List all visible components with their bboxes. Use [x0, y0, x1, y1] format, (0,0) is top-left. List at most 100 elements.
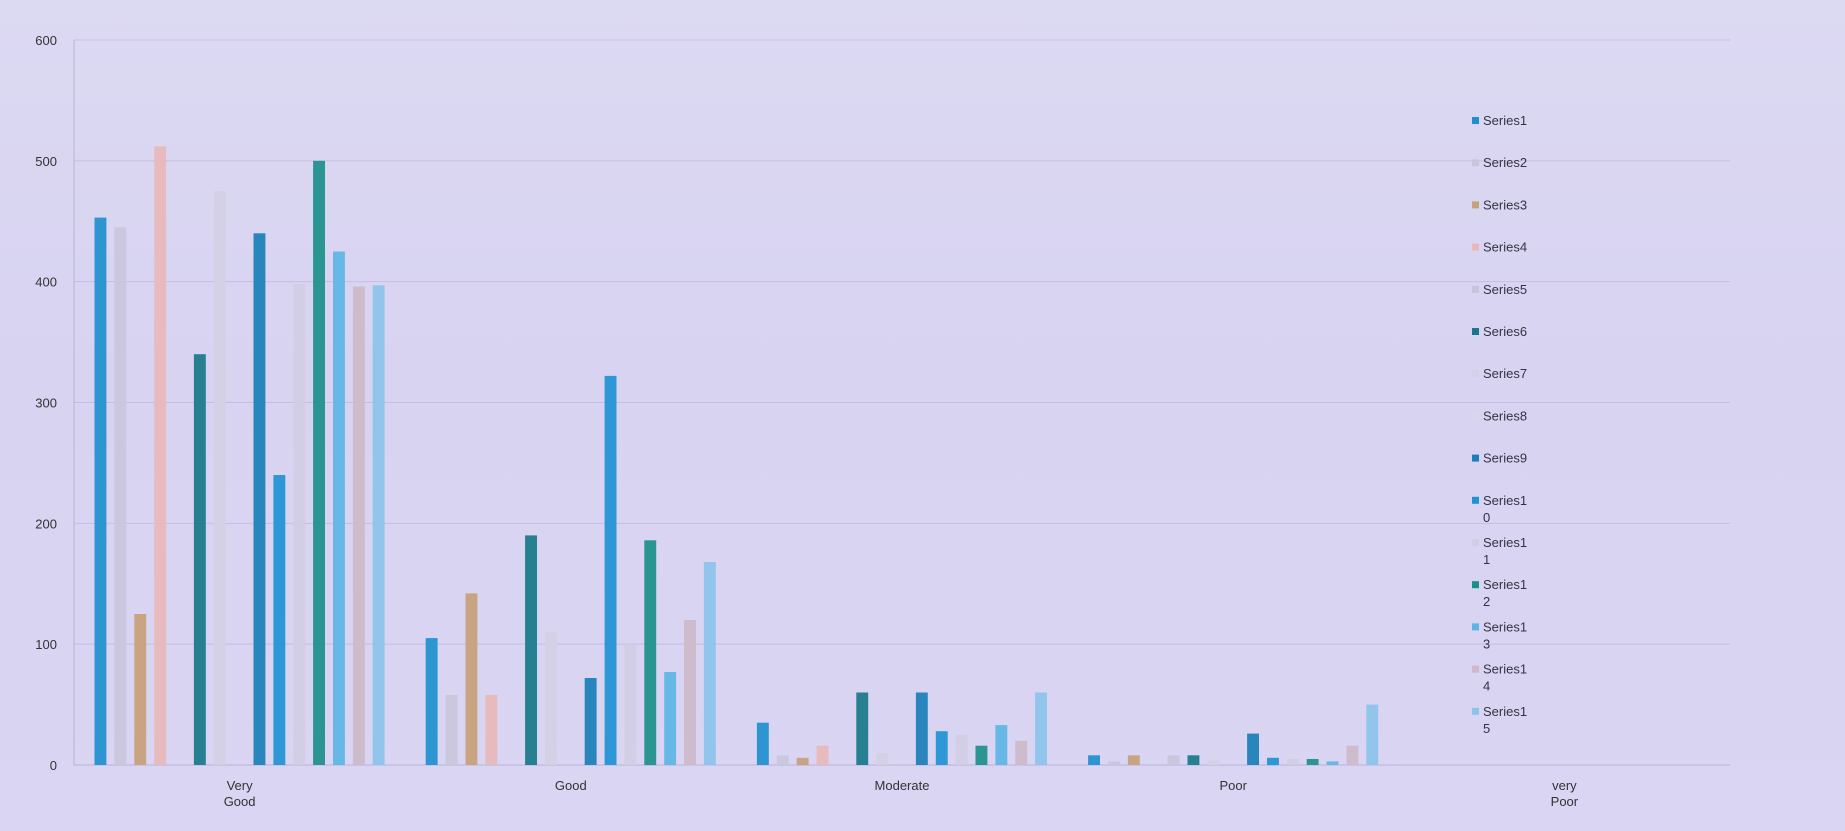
legend-label: Series1 1 [1483, 535, 1527, 567]
legend-item: Series1 [1472, 113, 1527, 128]
bar-series1-cat2 [756, 722, 769, 765]
bar-series2-cat3 [1108, 761, 1120, 765]
legend-label-line: Series1 [1483, 113, 1527, 128]
legend: Series1 Series2 Series3 Series4 Series5 Serie… [1472, 113, 1527, 736]
bar-series14-cat0 [352, 286, 365, 765]
legend-label-line: Series1 [1483, 535, 1527, 550]
bar-series12-cat3 [1306, 759, 1319, 765]
legend-swatch [1472, 665, 1479, 673]
bar-series13-cat1 [664, 672, 677, 765]
bar-series9-cat2 [915, 692, 928, 765]
legend-swatch [1472, 539, 1479, 546]
category-label-line: Good [224, 794, 256, 809]
category-label: very Poor [1551, 778, 1579, 809]
category-label-line: Poor [1551, 794, 1579, 809]
bar-series6-cat1 [525, 535, 537, 765]
legend-label-line: Series3 [1483, 197, 1527, 212]
legend-swatch [1472, 243, 1479, 251]
bar-series10-cat2 [935, 731, 948, 765]
legend-label: Series2 [1483, 155, 1527, 170]
category-label: Poor [1219, 778, 1247, 793]
category-label-line: very [1552, 778, 1577, 793]
bar-series7-cat0 [213, 191, 226, 765]
legend-item: Series8 [1472, 408, 1527, 423]
legend-label: Series6 [1483, 324, 1527, 339]
bar-series10-cat0 [273, 475, 286, 765]
bar-series12-cat0 [313, 160, 325, 766]
bar-series4-cat2 [816, 745, 829, 765]
legend-swatch [1472, 707, 1479, 715]
legend-label-line: Series1 [1483, 662, 1527, 677]
bar-series13-cat2 [995, 725, 1008, 765]
legend-item: Series7 [1472, 366, 1527, 381]
legend-label-line: 0 [1483, 510, 1490, 525]
legend-item: Series2 [1472, 155, 1527, 170]
bar-series9-cat1 [584, 678, 597, 765]
legend-swatch [1472, 201, 1479, 209]
bar-series7-cat1 [545, 632, 557, 765]
legend-label: Series1 4 [1483, 662, 1527, 694]
legend-item: Series3 [1472, 197, 1527, 212]
bar-series14-cat1 [684, 620, 696, 765]
legend-label: Series1 2 [1483, 577, 1527, 609]
legend-label-line: 3 [1483, 636, 1490, 651]
y-tick-label: 200 [35, 516, 57, 531]
legend-item: Series1 2 [1472, 577, 1527, 609]
category-label: Very Good [224, 778, 256, 809]
gridlines [74, 39, 1730, 645]
legend-swatch [1472, 285, 1479, 293]
bar-series15-cat1 [703, 562, 716, 765]
legend-label-line: Series6 [1483, 324, 1527, 339]
bar-series2-cat1 [445, 694, 458, 765]
legend-label: Series7 [1483, 366, 1527, 381]
legend-swatch [1472, 496, 1479, 504]
legend-item: Series1 1 [1472, 535, 1527, 567]
category-label: Moderate [875, 778, 930, 793]
bar-series5-cat3 [1167, 755, 1180, 765]
bar-series12-cat1 [644, 540, 657, 766]
legend-label: Series1 5 [1483, 704, 1527, 736]
y-tick-label: 600 [35, 33, 57, 48]
legend-label-line: Series1 [1483, 493, 1527, 508]
category-label-line: Very [227, 778, 254, 793]
bar-series13-cat0 [333, 251, 345, 765]
legend-item: Series1 5 [1472, 704, 1527, 736]
legend-label-line: Series1 [1483, 704, 1527, 719]
y-tick-label: 500 [35, 154, 57, 169]
category-label-line: Good [555, 778, 587, 793]
legend-swatch [1472, 412, 1479, 420]
bar-series9-cat3 [1247, 733, 1259, 765]
bar-series4-cat1 [485, 694, 498, 765]
bar-series1-cat1 [425, 638, 438, 765]
legend-swatch [1472, 623, 1479, 631]
bar-series6-cat0 [193, 354, 206, 765]
bar-series6-cat2 [856, 692, 869, 765]
legend-item: Series5 [1472, 282, 1527, 297]
bar-series1-cat3 [1088, 755, 1100, 765]
y-axis-ticks: 0 100 200 300 400 500 600 [35, 33, 57, 773]
bar-series6-cat3 [1187, 755, 1200, 765]
legend-label: Series5 [1483, 282, 1527, 297]
bar-series15-cat0 [372, 285, 385, 765]
legend-item: Series6 [1472, 324, 1527, 339]
y-tick-label: 100 [35, 637, 57, 652]
bar-series15-cat2 [1035, 692, 1047, 765]
legend-label-line: 5 [1483, 721, 1490, 736]
legend-label-line: 4 [1483, 679, 1490, 694]
legend-label-line: Series1 [1483, 577, 1527, 592]
legend-label-line: Series2 [1483, 155, 1527, 170]
legend-item: Series1 3 [1472, 619, 1527, 651]
bar-series11-cat2 [955, 734, 968, 765]
bars-group [94, 146, 1379, 766]
bar-series3-cat3 [1127, 755, 1140, 765]
bar-series3-cat0 [134, 614, 147, 765]
category-label: Good [555, 778, 587, 793]
bar-series11-cat1 [624, 644, 637, 765]
legend-swatch [1472, 328, 1479, 335]
legend-label: Series1 3 [1483, 619, 1527, 651]
bar-series3-cat1 [465, 593, 478, 765]
bar-series4-cat0 [154, 146, 167, 766]
bar-series10-cat1 [604, 375, 617, 765]
bar-series12-cat2 [975, 745, 988, 765]
